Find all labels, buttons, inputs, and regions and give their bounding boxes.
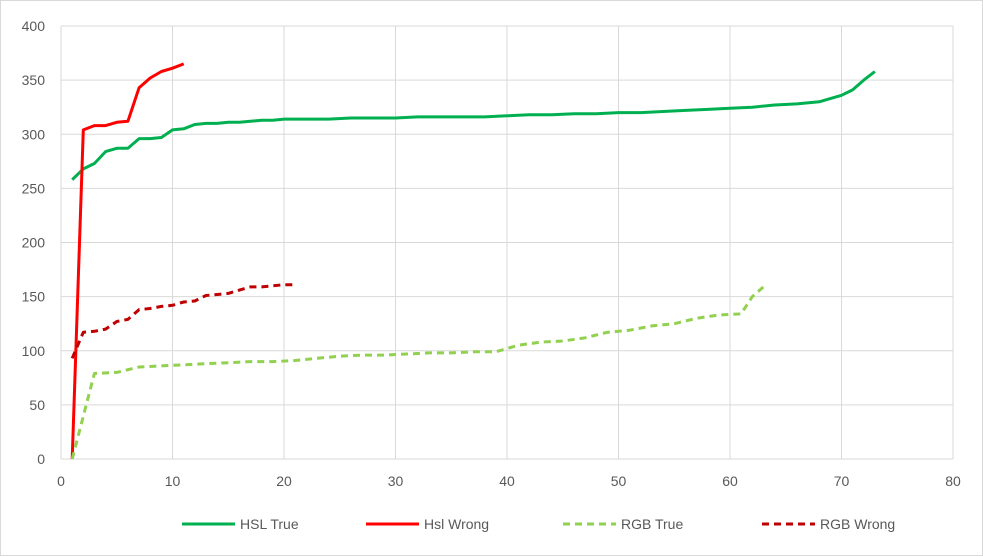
y-tick-label: 100 (22, 343, 46, 359)
x-tick-label: 40 (499, 473, 515, 489)
gridlines (60, 25, 954, 460)
x-tick-label: 0 (57, 473, 65, 489)
legend-label: RGB Wrong (820, 516, 895, 532)
y-tick-label: 50 (29, 397, 45, 413)
x-tick-label: 30 (388, 473, 404, 489)
legend: HSL True Hsl Wrong RGB True RGB Wrong (182, 516, 895, 532)
y-tick-label: 300 (22, 126, 46, 142)
x-tick-label: 20 (276, 473, 292, 489)
y-tick-label: 250 (22, 180, 46, 196)
x-tick-label: 80 (945, 473, 961, 489)
legend-label: RGB True (621, 516, 683, 532)
y-tick-label: 0 (37, 451, 45, 467)
y-tick-label: 400 (22, 18, 46, 34)
series-lines (70, 62, 876, 460)
y-tick-label: 150 (22, 289, 46, 305)
series-line-hsl-wrong (70, 62, 185, 460)
series-line-rgb-wrong (70, 283, 296, 359)
series-line-rgb-true (70, 285, 765, 460)
x-tick-label: 70 (834, 473, 850, 489)
axis-tick-labels: 0 50 100 150 200 250 300 350 400 0 10 20 30 40 50 60 70 8… (22, 18, 961, 489)
y-tick-label: 350 (22, 72, 46, 88)
y-tick-label: 200 (22, 235, 46, 251)
x-tick-label: 10 (165, 473, 181, 489)
x-tick-label: 60 (722, 473, 738, 489)
legend-label: Hsl Wrong (424, 516, 489, 532)
legend-label: HSL True (240, 516, 299, 532)
x-tick-label: 50 (611, 473, 627, 489)
series-line-hsl-true (71, 70, 876, 181)
